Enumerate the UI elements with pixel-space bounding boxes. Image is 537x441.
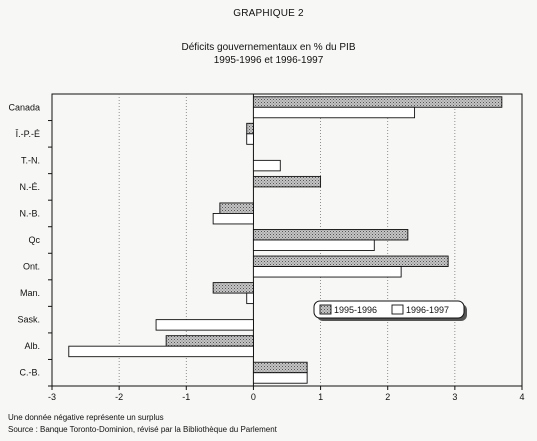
legend-swatch [391, 304, 404, 315]
bar-1996-1997 [252, 106, 416, 119]
bar-1996-1997 [252, 266, 402, 278]
x-tick-label: 4 [519, 392, 524, 402]
legend-swatch [319, 304, 332, 315]
category-label: Ont. [23, 262, 40, 272]
category-label: Canada [8, 102, 40, 112]
category-label: N.-É. [19, 182, 40, 192]
category-label: Qc [28, 235, 40, 245]
bar-1996-1997 [252, 372, 308, 384]
bar-1995-1996 [252, 361, 308, 374]
bar-1996-1997 [155, 319, 254, 331]
x-tick-label: -3 [48, 392, 56, 402]
legend-label: 1995-1996 [334, 305, 377, 315]
bar-1996-1997 [252, 239, 375, 251]
category-label: T.-N. [21, 155, 40, 165]
footnote: Une donnée négative représente un surplu… [8, 413, 164, 422]
bar-1995-1996 [212, 282, 254, 294]
x-tick-label: 1 [318, 392, 323, 402]
category-label: N.-B. [19, 208, 40, 218]
bar-1996-1997 [212, 213, 254, 225]
legend-label: 1996-1997 [406, 305, 449, 315]
figure-label: GRAPHIQUE 2 [233, 8, 304, 19]
bar-1995-1996 [252, 96, 503, 108]
bar-1995-1996 [165, 335, 254, 347]
bar-1995-1996 [246, 122, 254, 135]
bar-1996-1997 [246, 292, 254, 305]
chart-subtitle: 1995-1996 et 1996-1997 [213, 55, 324, 66]
bar-1995-1996 [252, 255, 449, 267]
bar-1995-1996 [252, 229, 409, 241]
bar-1996-1997 [246, 133, 254, 145]
bar-1995-1996 [219, 202, 254, 214]
x-tick-label: 3 [452, 392, 457, 402]
category-label: Sask. [17, 315, 40, 325]
chart-title: Déficits gouvernementaux en % du PIB [181, 42, 356, 53]
bar-1995-1996 [252, 175, 322, 188]
category-label: Î.-P.-É [15, 129, 40, 139]
x-tick-label: 0 [251, 392, 256, 402]
x-tick-label: -2 [115, 392, 123, 402]
bar-1996-1997 [252, 159, 281, 172]
category-label: Man. [20, 288, 40, 298]
x-tick-label: -1 [182, 392, 190, 402]
x-tick-label: 2 [385, 392, 390, 402]
source-note: Source : Banque Toronto-Dominion, révisé… [8, 425, 277, 434]
legend-box [313, 300, 465, 319]
category-label: C.-B. [19, 368, 40, 378]
bar-1996-1997 [68, 345, 254, 358]
plot-frame [51, 93, 523, 387]
category-label: Alb. [24, 341, 40, 351]
